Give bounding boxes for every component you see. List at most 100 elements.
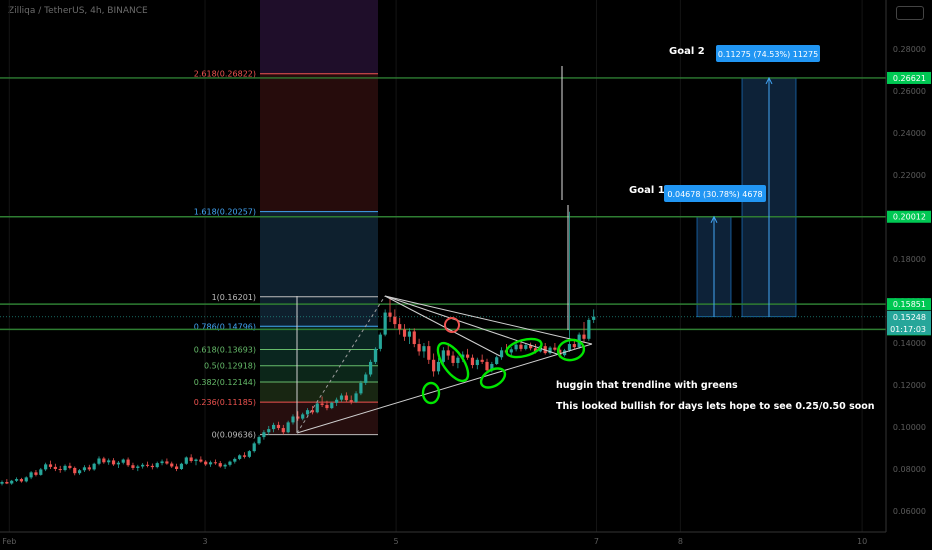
candle-body bbox=[582, 334, 586, 339]
candle-body bbox=[402, 329, 407, 337]
candle-body bbox=[136, 466, 140, 468]
last-price-text: 0.15248 bbox=[893, 313, 926, 322]
green-highlight-circle bbox=[436, 341, 470, 383]
candle-body bbox=[0, 482, 4, 484]
candle-body bbox=[330, 402, 334, 409]
fib-zone bbox=[260, 211, 378, 297]
candle-body bbox=[145, 464, 150, 466]
candle-body bbox=[427, 346, 431, 360]
level-price-tag bbox=[887, 210, 931, 223]
candle-body bbox=[272, 424, 276, 430]
candle-body bbox=[470, 357, 475, 366]
fib-level-label: 0.5(0.12918) bbox=[204, 362, 256, 371]
price-tick-label: 0.22000 bbox=[893, 171, 926, 180]
candle-body bbox=[189, 457, 193, 462]
candle-body bbox=[519, 344, 523, 349]
candle-body bbox=[107, 460, 111, 463]
trendline bbox=[384, 295, 561, 356]
trendline bbox=[384, 295, 501, 357]
candle-body bbox=[281, 428, 285, 433]
candle-body bbox=[354, 393, 358, 402]
candle-body bbox=[485, 361, 489, 371]
candle-body bbox=[238, 455, 242, 459]
level-price-tag bbox=[887, 298, 931, 311]
level-price-tag bbox=[887, 71, 931, 84]
candle-body bbox=[480, 359, 484, 362]
candle-body bbox=[48, 464, 53, 467]
candle-body bbox=[14, 479, 19, 481]
goal-value-box bbox=[664, 185, 766, 202]
candle-body bbox=[160, 461, 164, 464]
green-highlight-circle bbox=[421, 381, 441, 405]
candle-body bbox=[175, 466, 179, 469]
candle-body bbox=[116, 462, 120, 465]
scale-toggle-button[interactable] bbox=[896, 6, 924, 20]
candle-body bbox=[262, 432, 266, 438]
candle-body bbox=[509, 349, 513, 353]
fib-level-label: 0.236(0.11185) bbox=[194, 398, 256, 407]
candle-body bbox=[499, 350, 504, 358]
fib-level-label: 2.618(0.26822) bbox=[194, 70, 256, 79]
candle-body bbox=[451, 355, 455, 363]
time-tick-label: 10 bbox=[857, 537, 867, 546]
fib-zone-top bbox=[260, 0, 378, 74]
goal-value-text: 0.04678 (30.78%) 4678 bbox=[667, 190, 762, 199]
candle-body bbox=[495, 357, 499, 364]
candle-body bbox=[252, 443, 256, 452]
candle-body bbox=[466, 354, 470, 358]
candle-body bbox=[296, 416, 300, 419]
candle-body bbox=[320, 403, 324, 405]
candle-body bbox=[548, 347, 552, 354]
candle-body bbox=[305, 410, 310, 415]
candle-body bbox=[228, 461, 232, 465]
candle-body bbox=[87, 467, 91, 470]
candle-body bbox=[364, 374, 368, 383]
time-tick-label: 5 bbox=[394, 537, 399, 546]
candle-body bbox=[82, 467, 87, 471]
candle-body bbox=[567, 344, 572, 351]
goal-value-text: 0.11275 (74.53%) 11275 bbox=[718, 50, 818, 59]
green-highlight-circle bbox=[556, 338, 586, 362]
goal-name-label: Goal 2 bbox=[669, 46, 705, 57]
fib-level-label: 0.382(0.12144) bbox=[194, 378, 256, 387]
candle-body bbox=[170, 463, 174, 467]
countdown-text: 01:17:03 bbox=[890, 325, 926, 334]
fib-zone bbox=[260, 365, 378, 382]
fib-level-label: 0.786(0.14796) bbox=[194, 322, 256, 331]
fib-level-label: 0.618(0.13693) bbox=[194, 345, 256, 354]
candle-body bbox=[417, 344, 421, 352]
fib-level-label: 1(0.16201) bbox=[212, 293, 256, 302]
candle-body bbox=[5, 482, 9, 484]
candle-body bbox=[208, 462, 213, 465]
red-highlight-circle bbox=[444, 317, 460, 333]
green-highlight-circle bbox=[479, 367, 507, 389]
candle-body bbox=[291, 416, 295, 423]
candle-body bbox=[432, 359, 436, 372]
drawings-layer: Goal 1 0.04678 (30.78%) 4678 Goal 2 0.11275… bbox=[296, 45, 875, 434]
candle-body bbox=[383, 312, 387, 335]
candle-body bbox=[553, 347, 557, 350]
candle-body bbox=[44, 464, 48, 470]
candle-body bbox=[344, 395, 348, 401]
fib-level-label: 1.618(0.20257) bbox=[194, 208, 256, 217]
candle-body bbox=[233, 458, 237, 462]
candle-body bbox=[141, 464, 145, 467]
candle-body bbox=[92, 463, 96, 470]
candle-body bbox=[63, 465, 67, 471]
candle-body bbox=[19, 479, 23, 482]
candle-body bbox=[514, 344, 518, 350]
time-tick-label: 8 bbox=[678, 537, 683, 546]
level-price-text: 0.20012 bbox=[893, 213, 926, 222]
candle-body bbox=[301, 414, 305, 419]
candle-body bbox=[529, 345, 533, 349]
price-tick-label: 0.18000 bbox=[893, 255, 926, 264]
annotation-text: This looked bullish for days lets hope t… bbox=[556, 401, 875, 412]
candle-body bbox=[369, 361, 373, 375]
candle-body bbox=[524, 345, 528, 349]
candle-body bbox=[131, 465, 135, 468]
candle-body bbox=[592, 316, 596, 320]
candle-body bbox=[533, 348, 538, 352]
candle-body bbox=[461, 354, 465, 358]
candle-body bbox=[73, 467, 77, 474]
